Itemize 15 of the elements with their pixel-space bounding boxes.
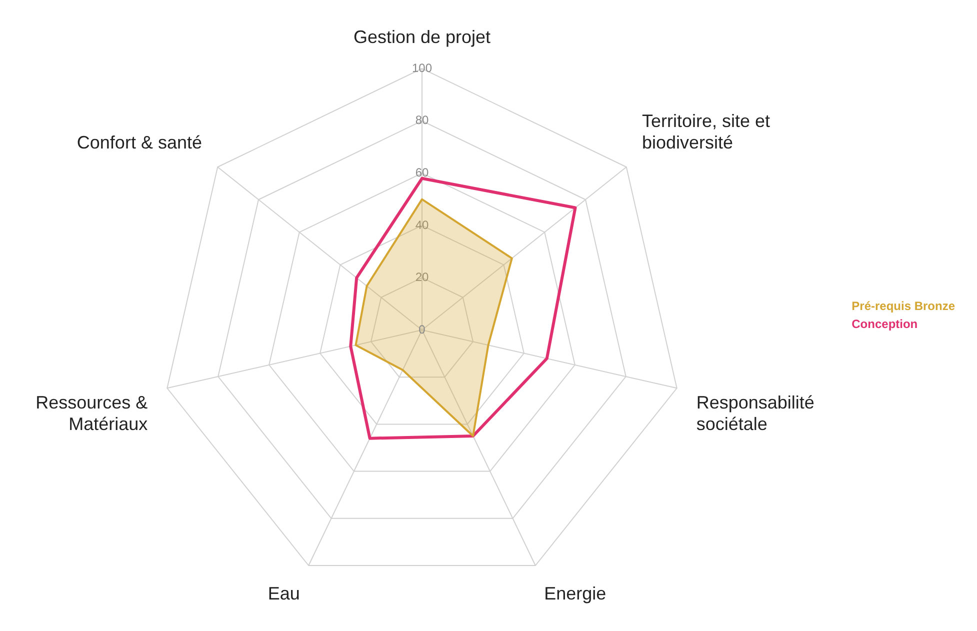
spoke-label: Confort & santé <box>76 132 202 153</box>
y-tick-label: 40 <box>415 218 429 232</box>
y-tick-label: 100 <box>412 60 432 75</box>
y-tick-label: 60 <box>415 165 429 180</box>
text: Pré-requis Bronze <box>852 298 956 313</box>
y-tick-label: 0 <box>418 322 426 336</box>
y-tick-label: 80 <box>415 113 429 128</box>
spoke-label: Territoire, site et biodiversité <box>642 111 770 153</box>
spoke-label: Responsabilité sociétale <box>696 392 814 434</box>
spoke-label: Ressources & Matériaux <box>36 392 148 434</box>
spoke-label: Energie <box>544 583 606 604</box>
text: Conception <box>852 316 918 331</box>
y-tick-label: 20 <box>415 270 429 284</box>
spoke-label: Gestion de projet <box>353 26 491 47</box>
spoke-label: Eau <box>268 583 300 604</box>
